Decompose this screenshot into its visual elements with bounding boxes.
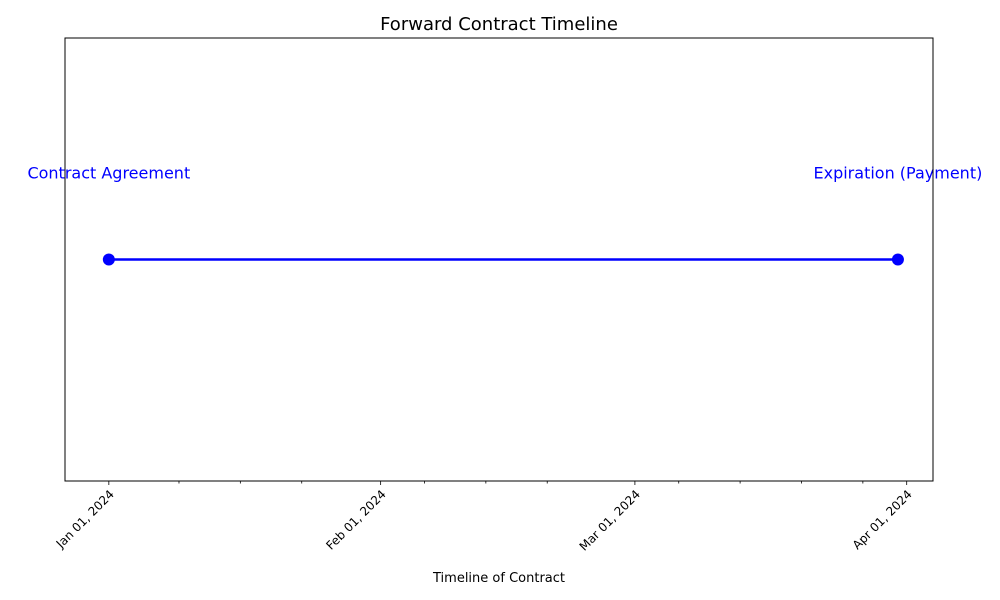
x-tick-label: Mar 01, 2024	[577, 487, 643, 553]
data-point	[891, 253, 904, 266]
x-tick-label: Feb 01, 2024	[323, 487, 388, 552]
chart-title: Forward Contract Timeline	[380, 14, 618, 35]
event-label: Contract Agreement	[27, 164, 190, 183]
plot-layer: Contract Agreement Expiration (Payment)	[27, 164, 982, 266]
data-point	[102, 253, 115, 266]
x-axis-label: Timeline of Contract	[432, 571, 565, 586]
event-label: Expiration (Payment)	[814, 164, 983, 183]
plot-frame	[64, 37, 934, 482]
x-tick-label: Apr 01, 2024	[850, 487, 915, 552]
x-axis: Jan 01, 2024 Feb 01, 2024 Mar 01, 2024 Apr …	[53, 481, 915, 554]
x-tick-label: Jan 01, 2024	[53, 487, 117, 551]
